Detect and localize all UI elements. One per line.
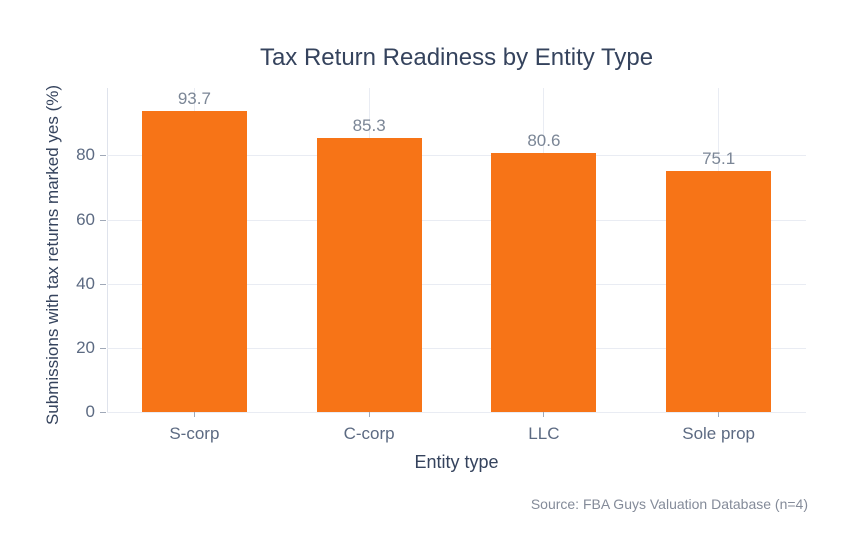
y-tick (100, 412, 106, 413)
x-tick (193, 412, 195, 417)
x-tick-label: S-corp (169, 424, 220, 443)
chart-title: Tax Return Readiness by Entity Type (259, 44, 654, 71)
bar[interactable] (141, 111, 247, 412)
bar-value-label: 80.6 (527, 131, 561, 151)
h-gridline (107, 412, 806, 413)
plot-area: 0 20 40 60 80 93.7 S-corp 85.3 C-corp 80.6 LLC 75.1… (76, 88, 806, 443)
bar[interactable] (666, 171, 772, 412)
x-tick (543, 412, 545, 417)
h-gridline (107, 283, 806, 285)
bar-value-label: 93.7 (177, 89, 211, 109)
x-tick-label: LLC (528, 424, 560, 443)
y-tick-label: 20 (76, 337, 95, 357)
h-gridline (107, 219, 806, 221)
x-tick (368, 412, 370, 417)
source-note: Source: FBA Guys Valuation Database (n=4… (530, 496, 808, 512)
y-tick-label: 40 (76, 273, 95, 293)
y-tick-label: 60 (76, 209, 95, 229)
y-tick (100, 219, 106, 221)
y-tick-label: 80 (76, 145, 95, 165)
x-tick-label: C-corp (343, 424, 395, 443)
x-tick-label: Sole prop (682, 424, 756, 443)
bar-value-label: 85.3 (352, 116, 386, 136)
y-axis-title: Submissions with tax returns marked yes … (43, 84, 62, 426)
y-tick (100, 347, 106, 349)
x-axis-title: Entity type (414, 452, 499, 472)
x-tick (718, 412, 720, 417)
y-tick-label: 0 (85, 402, 95, 421)
y-tick (100, 155, 106, 157)
y-tick (100, 283, 106, 285)
bar-value-label: 75.1 (702, 149, 736, 169)
h-gridline (107, 155, 806, 157)
h-gridline (107, 347, 806, 349)
bar[interactable] (316, 138, 422, 412)
bar[interactable] (491, 153, 597, 412)
y-axis-line (107, 88, 108, 412)
